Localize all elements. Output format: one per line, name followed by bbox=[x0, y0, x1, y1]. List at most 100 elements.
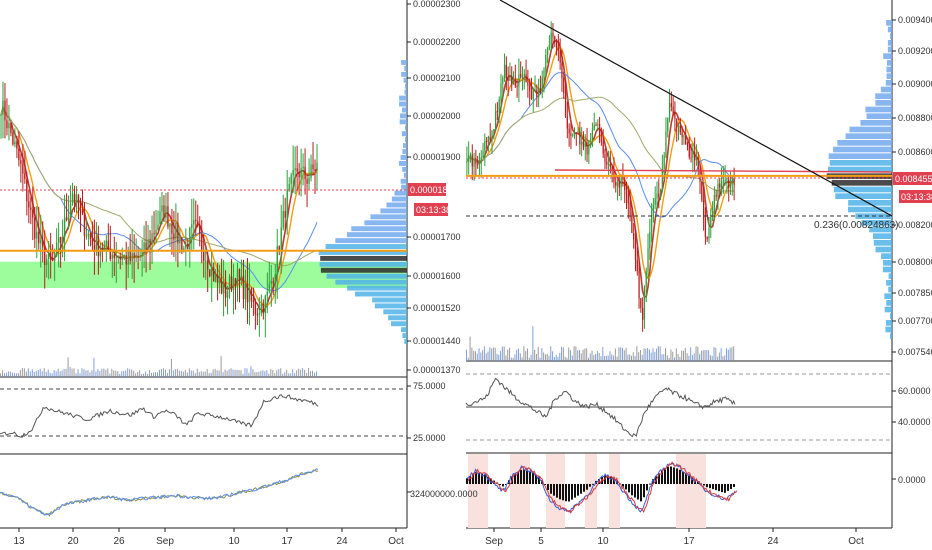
left-osc-line-a bbox=[0, 469, 319, 517]
left-candle-body bbox=[107, 240, 110, 251]
right-candle-body bbox=[552, 32, 554, 37]
left-candle-body bbox=[169, 223, 171, 227]
right-volume-profile-bar bbox=[882, 266, 892, 273]
left-volume-bar bbox=[65, 368, 67, 377]
left-volume-bar bbox=[97, 369, 99, 377]
left-volume-bar bbox=[168, 369, 170, 377]
left-volume-bar bbox=[149, 370, 151, 377]
left-volume-bar bbox=[125, 370, 127, 377]
right-candle-body bbox=[559, 50, 561, 63]
right-rsi-line bbox=[465, 377, 736, 438]
left-volume-bar bbox=[95, 371, 97, 377]
right-candle-body bbox=[695, 157, 698, 161]
right-osc-histogram-bar bbox=[529, 471, 531, 484]
right-osc-histogram-bar bbox=[514, 473, 516, 484]
right-candle-body bbox=[656, 193, 658, 199]
left-volume-profile-bar bbox=[404, 339, 407, 344]
right-y-tick-label: 0.00860000 bbox=[898, 147, 932, 157]
left-x-tick-label: 26 bbox=[113, 536, 125, 547]
left-candle-body bbox=[201, 233, 203, 250]
left-candle-body bbox=[240, 275, 243, 279]
right-candle-body bbox=[575, 132, 577, 134]
right-candle-body bbox=[720, 182, 723, 188]
left-candle-body bbox=[262, 303, 265, 314]
right-osc-histogram-bar bbox=[601, 477, 603, 484]
left-volume-bar bbox=[15, 373, 17, 377]
right-candle-body bbox=[711, 213, 714, 216]
right-volume-bar bbox=[605, 355, 607, 361]
left-volume-bar bbox=[236, 369, 238, 377]
left-volume-bar bbox=[264, 371, 266, 377]
left-volume-profile-bar bbox=[401, 71, 407, 77]
left-candle-body bbox=[16, 141, 18, 149]
left-volume-bar bbox=[244, 368, 246, 377]
right-volume-profile-bar bbox=[829, 160, 892, 166]
left-volume-profile-bar bbox=[403, 77, 407, 83]
right-volume-bar bbox=[729, 347, 731, 361]
right-candle-body bbox=[686, 144, 689, 146]
left-candle-body bbox=[71, 193, 74, 204]
right-volume-profile-bar bbox=[887, 46, 892, 53]
right-osc-line-red bbox=[467, 461, 738, 514]
right-candle-body bbox=[487, 136, 490, 142]
right-volume-bar bbox=[466, 349, 467, 361]
left-volume-bar bbox=[19, 370, 21, 377]
right-candle-body bbox=[541, 77, 543, 92]
right-candle-body bbox=[722, 180, 724, 183]
right-volume-bar bbox=[519, 353, 521, 361]
left-candle-body bbox=[147, 238, 149, 251]
right-volume-bar bbox=[672, 351, 674, 361]
right-volume-bar bbox=[514, 354, 516, 361]
right-candle-body bbox=[493, 129, 495, 131]
right-osc-histogram-bar bbox=[727, 484, 729, 491]
left-volume-bar bbox=[296, 370, 298, 377]
right-candle-body bbox=[606, 161, 608, 165]
right-moving-average-8 bbox=[466, 45, 735, 279]
right-volume-bar bbox=[733, 346, 735, 361]
left-candle-body bbox=[294, 168, 296, 171]
left-candle-body bbox=[8, 122, 10, 129]
left-volume-bar bbox=[69, 366, 71, 377]
right-volume-profile-bar bbox=[831, 180, 892, 186]
right-volume-bar bbox=[489, 347, 491, 361]
right-osc-histogram-bar bbox=[610, 476, 612, 484]
left-volume-bar bbox=[234, 369, 236, 377]
right-volume-bar bbox=[482, 350, 484, 361]
left-volume-bar bbox=[178, 370, 180, 377]
right-candle-body bbox=[550, 32, 552, 46]
left-rsi-tick-label: 25.0000 bbox=[413, 433, 446, 443]
left-volume-bar bbox=[200, 371, 202, 377]
right-candle-body bbox=[566, 116, 568, 129]
right-candle-body bbox=[496, 111, 499, 113]
right-osc-histogram-bar bbox=[649, 483, 651, 485]
left-candle-body bbox=[258, 313, 261, 315]
left-volume-profile-bar bbox=[372, 297, 407, 303]
left-candle-body bbox=[165, 206, 167, 218]
right-osc-histogram-bar bbox=[652, 479, 654, 484]
right-osc-histogram-bar bbox=[592, 483, 594, 485]
left-candle-body bbox=[161, 205, 163, 212]
left-candle-body bbox=[44, 247, 46, 265]
left-volume-profile-bar bbox=[374, 303, 407, 309]
left-volume-bar bbox=[113, 370, 115, 377]
right-candle-body bbox=[505, 64, 507, 79]
right-volume-bar bbox=[578, 350, 580, 361]
left-candle-body bbox=[87, 233, 90, 236]
left-volume-bar bbox=[129, 369, 131, 377]
left-candle-body bbox=[222, 281, 225, 294]
right-osc-histogram-bar bbox=[643, 484, 645, 498]
left-candle-body bbox=[203, 249, 205, 261]
right-volume-profile-bar bbox=[835, 193, 892, 199]
left-volume-profile-bar bbox=[335, 279, 407, 285]
left-volume-bar bbox=[240, 370, 242, 377]
left-candle-body bbox=[230, 276, 233, 290]
right-candle-body bbox=[633, 232, 635, 240]
right-volume-bar bbox=[607, 355, 609, 361]
right-candle-body bbox=[579, 131, 581, 145]
right-volume-bar bbox=[544, 354, 546, 361]
right-volume-profile-bar bbox=[875, 246, 892, 253]
right-candle-body bbox=[494, 111, 497, 130]
left-candle-body bbox=[149, 238, 151, 245]
right-volume-bar bbox=[639, 350, 641, 361]
left-candle-body bbox=[290, 175, 292, 185]
